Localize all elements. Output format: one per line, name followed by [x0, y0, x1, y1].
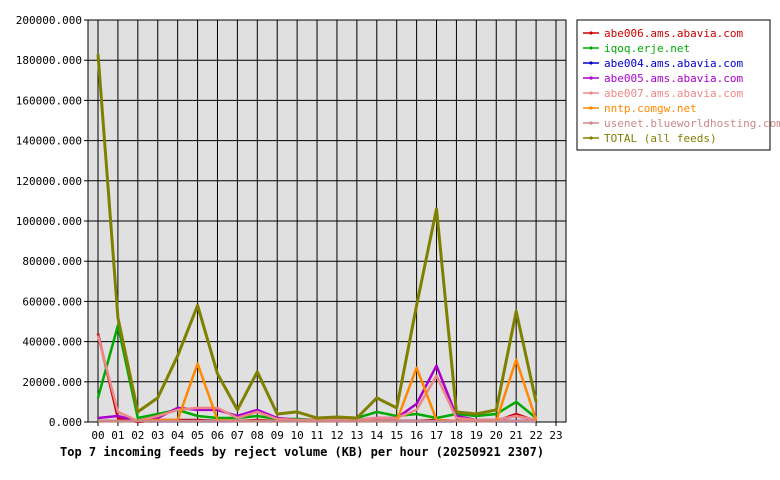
legend-label: abe007.ams.abavia.com	[604, 87, 743, 100]
legend-label: TOTAL (all feeds)	[604, 132, 717, 145]
legend-marker	[589, 106, 593, 110]
y-axis-ticks: 0.000 20000.000 40000.000 60000.000 80000.00…	[16, 14, 88, 429]
x-tick-label: 10	[291, 429, 304, 442]
x-tick-label: 12	[330, 429, 343, 442]
legend-label: iqoq.erje.net	[604, 42, 690, 55]
legend-entries: abe006.ams.abavia.com iqoq.erje.net abe004…	[583, 27, 780, 145]
legend-marker	[589, 61, 593, 65]
y-tick-label: 20000.000	[22, 376, 82, 389]
x-tick-label: 11	[310, 429, 323, 442]
legend-marker	[589, 121, 593, 125]
y-tick-label: 120000.000	[16, 175, 82, 188]
y-tick-label: 0.000	[49, 416, 82, 429]
y-tick-label: 180000.000	[16, 54, 82, 67]
series-line-7	[96, 54, 538, 420]
y-tick-label: 60000.000	[22, 295, 82, 308]
y-tick-label: 160000.000	[16, 94, 82, 107]
x-tick-label: 14	[370, 429, 384, 442]
x-tick-label: 22	[529, 429, 542, 442]
legend-label: abe006.ams.abavia.com	[604, 27, 743, 40]
x-tick-label: 09	[271, 429, 284, 442]
y-tick-label: 80000.000	[22, 255, 82, 268]
y-tick-label: 40000.000	[22, 336, 82, 349]
y-tick-label: 200000.000	[16, 14, 82, 27]
x-tick-label: 01	[111, 429, 124, 442]
legend-label: abe005.ams.abavia.com	[604, 72, 743, 85]
x-tick-label: 06	[211, 429, 224, 442]
legend-box	[576, 19, 771, 151]
x-tick-label: 15	[390, 429, 403, 442]
legend: abe006.ams.abavia.com iqoq.erje.net abe004…	[576, 19, 780, 151]
x-tick-label: 18	[450, 429, 463, 442]
x-tick-label: 21	[510, 429, 523, 442]
legend-marker	[589, 91, 593, 95]
series-lines	[96, 54, 538, 424]
grid-lines	[88, 20, 566, 422]
legend-label: nntp.comgw.net	[604, 102, 697, 115]
legend-marker	[589, 76, 593, 80]
x-tick-label: 04	[171, 429, 185, 442]
y-tick-label: 100000.000	[16, 215, 82, 228]
x-tick-label: 19	[470, 429, 483, 442]
x-tick-label: 17	[430, 429, 443, 442]
x-tick-label: 00	[91, 429, 104, 442]
y-tick-label: 140000.000	[16, 135, 82, 148]
legend-label: abe004.ams.abavia.com	[604, 57, 743, 70]
chart-title: Top 7 incoming feeds by reject volume (K…	[60, 445, 544, 459]
x-tick-label: 16	[410, 429, 423, 442]
legend-label: usenet.blueworldhosting.com	[604, 117, 780, 130]
x-tick-label: 05	[191, 429, 204, 442]
legend-marker	[589, 136, 593, 140]
x-tick-label: 13	[350, 429, 363, 442]
x-tick-label: 03	[151, 429, 164, 442]
x-tick-label: 07	[231, 429, 244, 442]
legend-marker	[589, 46, 593, 50]
x-axis-ticks: 00 01 02 03 04 05 06 07 08 09 10 11 12 13 14 15 16 17 18 19…	[91, 422, 563, 442]
x-tick-label: 08	[251, 429, 264, 442]
x-tick-label: 02	[131, 429, 144, 442]
x-tick-label: 20	[490, 429, 503, 442]
legend-marker	[589, 31, 593, 35]
x-tick-label: 23	[549, 429, 562, 442]
